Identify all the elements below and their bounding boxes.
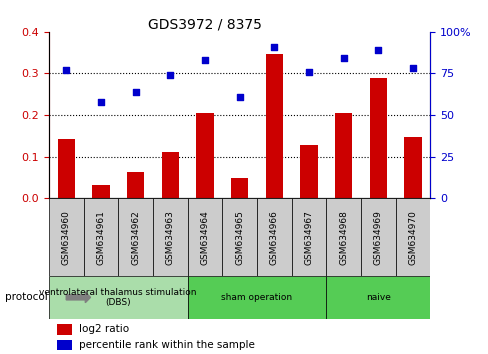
Text: log2 ratio: log2 ratio	[79, 324, 129, 334]
Bar	[256, 198, 291, 276]
Bar	[360, 198, 395, 276]
Text: GSM634961: GSM634961	[96, 210, 105, 265]
Bar	[334, 113, 351, 198]
Point	[339, 56, 347, 61]
Text: GSM634962: GSM634962	[131, 210, 140, 264]
Bar	[49, 276, 187, 319]
Point	[374, 47, 382, 53]
Bar	[161, 153, 179, 198]
Text: GSM634963: GSM634963	[165, 210, 174, 265]
Bar	[57, 324, 72, 335]
Bar	[92, 184, 109, 198]
Point	[270, 44, 278, 50]
Point	[408, 65, 416, 71]
Bar	[127, 172, 144, 198]
Text: percentile rank within the sample: percentile rank within the sample	[79, 340, 255, 350]
Text: GSM634964: GSM634964	[200, 210, 209, 264]
Bar	[300, 145, 317, 198]
Point	[166, 72, 174, 78]
FancyArrow shape	[66, 292, 90, 303]
Bar	[325, 276, 429, 319]
Bar	[291, 198, 325, 276]
Text: naive: naive	[365, 293, 390, 302]
Text: GSM634968: GSM634968	[339, 210, 347, 265]
Text: protocol: protocol	[5, 292, 47, 302]
Text: GDS3972 / 8375: GDS3972 / 8375	[148, 18, 262, 32]
Bar	[369, 78, 386, 198]
Bar	[230, 178, 248, 198]
Text: GSM634969: GSM634969	[373, 210, 382, 265]
Point	[235, 94, 243, 99]
Bar	[265, 54, 283, 198]
Point	[97, 99, 104, 104]
Bar	[118, 198, 153, 276]
Bar	[187, 276, 325, 319]
Text: GSM634967: GSM634967	[304, 210, 313, 265]
Point	[201, 57, 208, 63]
Text: GSM634965: GSM634965	[235, 210, 244, 265]
Bar	[196, 113, 213, 198]
Bar	[395, 198, 429, 276]
Text: ventrolateral thalamus stimulation
(DBS): ventrolateral thalamus stimulation (DBS)	[40, 288, 197, 307]
Point	[305, 69, 312, 75]
Text: GSM634966: GSM634966	[269, 210, 278, 265]
Point	[62, 67, 70, 73]
Bar	[187, 198, 222, 276]
Bar	[49, 198, 83, 276]
Bar	[83, 198, 118, 276]
Bar	[153, 198, 187, 276]
Bar	[222, 198, 256, 276]
Text: GSM634960: GSM634960	[61, 210, 71, 265]
Text: GSM634970: GSM634970	[407, 210, 417, 265]
Point	[131, 89, 139, 95]
Bar	[58, 139, 75, 198]
Text: sham operation: sham operation	[221, 293, 292, 302]
Bar	[325, 198, 360, 276]
Bar	[57, 340, 72, 350]
Bar	[404, 137, 421, 198]
